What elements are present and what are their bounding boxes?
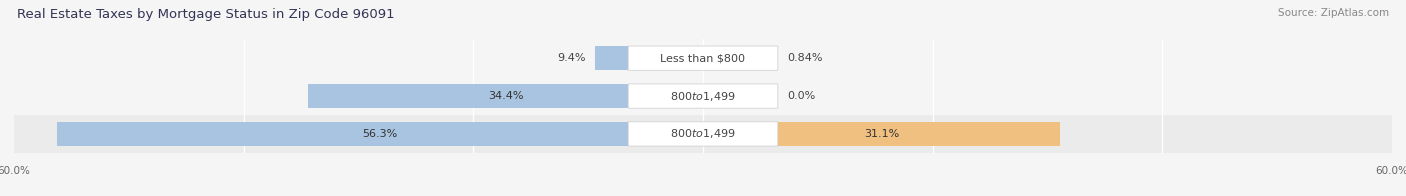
Text: 34.4%: 34.4% <box>488 91 523 101</box>
Text: Real Estate Taxes by Mortgage Status in Zip Code 96091: Real Estate Taxes by Mortgage Status in … <box>17 8 395 21</box>
Bar <box>14 115 1392 153</box>
Text: 31.1%: 31.1% <box>863 129 900 139</box>
Bar <box>56 122 703 146</box>
Bar <box>14 39 1392 77</box>
Text: $800 to $1,499: $800 to $1,499 <box>671 90 735 103</box>
Text: Source: ZipAtlas.com: Source: ZipAtlas.com <box>1278 8 1389 18</box>
Text: $800 to $1,499: $800 to $1,499 <box>671 127 735 140</box>
Text: 0.84%: 0.84% <box>787 53 823 63</box>
FancyBboxPatch shape <box>628 84 778 108</box>
FancyBboxPatch shape <box>628 46 778 70</box>
Bar <box>703 46 713 70</box>
Text: Less than $800: Less than $800 <box>661 53 745 63</box>
Text: 0.0%: 0.0% <box>787 91 815 101</box>
Bar <box>308 84 703 108</box>
Bar <box>595 46 703 70</box>
Text: 60.0%: 60.0% <box>0 166 31 176</box>
Bar <box>703 122 1060 146</box>
Text: 60.0%: 60.0% <box>1375 166 1406 176</box>
Text: 56.3%: 56.3% <box>363 129 398 139</box>
Bar <box>14 77 1392 115</box>
Text: 9.4%: 9.4% <box>557 53 586 63</box>
FancyBboxPatch shape <box>628 122 778 146</box>
